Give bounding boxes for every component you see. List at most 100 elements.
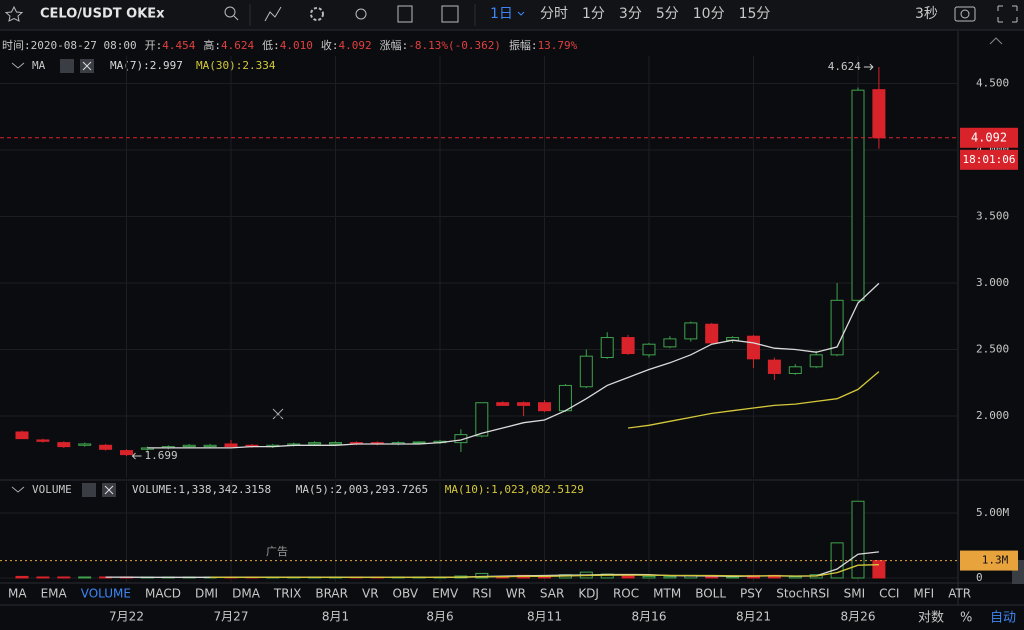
legend-entry: MA(7):2.997 bbox=[110, 59, 183, 72]
symbol[interactable]: CELO/USDT OKEx bbox=[40, 7, 165, 22]
search-icon[interactable] bbox=[224, 6, 236, 18]
crosshair-cursor bbox=[272, 408, 284, 420]
volume-bar bbox=[78, 576, 92, 579]
volume-bar bbox=[642, 575, 656, 579]
y-tick-label: 5.00M bbox=[976, 506, 1009, 519]
info-value: 2020-08-27 08:00 bbox=[31, 39, 137, 52]
search-icon-handle bbox=[233, 15, 239, 21]
ad-label: 广告 bbox=[266, 545, 288, 558]
candle-body bbox=[851, 89, 865, 301]
volume-label: 1.3M bbox=[982, 554, 1009, 567]
screenshot-icon[interactable] bbox=[441, 5, 459, 23]
indicator-tab[interactable]: EMV bbox=[432, 587, 459, 601]
info-value: 4.454 bbox=[162, 39, 195, 52]
info-label: 高: bbox=[203, 38, 221, 52]
volume-bar bbox=[15, 575, 29, 579]
indicator-tab[interactable]: DMA bbox=[232, 587, 261, 601]
settings-icon[interactable] bbox=[310, 7, 324, 21]
indicator-tab[interactable]: VOLUME bbox=[81, 587, 131, 601]
indicator-tab[interactable]: CCI bbox=[879, 587, 899, 601]
collapse-icon[interactable] bbox=[989, 37, 1003, 45]
candle-body bbox=[642, 343, 656, 356]
candle-body bbox=[224, 443, 238, 448]
interval[interactable]: 10分 bbox=[693, 6, 725, 22]
indicator-tab[interactable]: KDJ bbox=[578, 587, 599, 601]
candle-body bbox=[579, 355, 593, 388]
candle-body bbox=[538, 402, 551, 412]
save-icon[interactable] bbox=[397, 5, 413, 23]
low-label: 1.699 bbox=[145, 449, 178, 462]
candle-body bbox=[182, 444, 196, 448]
legend-settings[interactable] bbox=[60, 59, 74, 73]
indicator-tab[interactable]: MTM bbox=[653, 587, 681, 601]
x-tick-label: 8月6 bbox=[426, 610, 453, 624]
legend-title: MA bbox=[32, 59, 46, 72]
info-label: 涨幅: bbox=[380, 39, 409, 52]
indicator-tab[interactable]: DMI bbox=[195, 587, 218, 601]
candle-body bbox=[517, 402, 531, 406]
legend-settings[interactable] bbox=[82, 483, 96, 497]
interval[interactable]: 5分 bbox=[656, 6, 679, 22]
indicator-tab[interactable]: VR bbox=[362, 587, 379, 601]
refresh[interactable]: 3秒 bbox=[915, 6, 938, 22]
info-value: 4.624 bbox=[221, 39, 254, 52]
indicator-tab[interactable]: EMA bbox=[41, 587, 68, 601]
indicator-tab[interactable]: ROC bbox=[613, 587, 639, 601]
scale-control[interactable]: 对数 bbox=[918, 611, 944, 626]
camera-icon[interactable] bbox=[954, 6, 976, 22]
volume-label-box bbox=[960, 550, 1018, 571]
y-tick-label: 2.500 bbox=[976, 343, 1009, 356]
candle-body bbox=[747, 335, 760, 360]
interval[interactable]: 分时 bbox=[540, 6, 568, 22]
volume-bar bbox=[57, 576, 71, 579]
indicator-tab[interactable]: MACD bbox=[145, 587, 181, 601]
volume-bar bbox=[788, 576, 802, 579]
interval[interactable]: 3分 bbox=[619, 6, 642, 22]
legend-toggle[interactable] bbox=[11, 486, 25, 493]
candle-body bbox=[767, 359, 781, 374]
info-label: 低: bbox=[262, 39, 280, 52]
scale-control[interactable]: 自动 bbox=[990, 611, 1016, 626]
star-icon[interactable] bbox=[4, 5, 24, 22]
indicator-tab[interactable]: SMI bbox=[844, 587, 866, 601]
x-tick-label: 7月22 bbox=[109, 610, 144, 624]
interval-active[interactable]: 1日 bbox=[490, 6, 513, 22]
interval[interactable]: 15分 bbox=[739, 6, 771, 22]
indicator-tab[interactable]: BOLL bbox=[695, 587, 726, 601]
interval[interactable]: 1分 bbox=[582, 6, 605, 22]
candle-body bbox=[809, 354, 823, 368]
candle-body bbox=[99, 444, 113, 450]
candle-body bbox=[475, 402, 489, 437]
y-tick-label: 4.500 bbox=[976, 77, 1009, 90]
indicator-tab[interactable]: MFI bbox=[913, 587, 934, 601]
candle-body bbox=[329, 442, 342, 445]
indicator-tab[interactable]: OBV bbox=[393, 587, 419, 601]
legend-toggle[interactable] bbox=[11, 62, 25, 69]
indicator-tab[interactable]: MA bbox=[8, 587, 27, 601]
volume-bar bbox=[36, 576, 50, 579]
indicator-tab[interactable]: BRAR bbox=[315, 587, 348, 601]
y-tick-label: 3.000 bbox=[976, 276, 1009, 289]
indicator-tab[interactable]: RSI bbox=[472, 587, 492, 601]
info-label: 收: bbox=[321, 38, 339, 52]
indicator-tab[interactable]: SAR bbox=[540, 587, 564, 601]
indicator-tab[interactable]: StochRSI bbox=[776, 587, 829, 601]
high-label: 4.624 bbox=[828, 60, 861, 73]
close-icon bbox=[104, 485, 114, 495]
candle-body bbox=[308, 442, 322, 445]
theme-icon[interactable] bbox=[355, 8, 367, 20]
indicator-tab[interactable]: PSY bbox=[740, 587, 763, 601]
fullscreen-icon[interactable] bbox=[997, 5, 1018, 23]
volume-bar bbox=[621, 575, 635, 579]
indicator-tab[interactable]: WR bbox=[506, 587, 526, 601]
indicator-icon[interactable] bbox=[264, 6, 282, 22]
info-value: -8.13%(-0.362) bbox=[408, 39, 501, 52]
y-tick-label: 2.000 bbox=[976, 409, 1009, 422]
volume-bar bbox=[475, 572, 489, 579]
indicator-tab[interactable]: TRIX bbox=[273, 587, 301, 601]
indicator-tab[interactable]: ATR bbox=[948, 587, 971, 601]
ma-line bbox=[210, 564, 879, 578]
scale-control[interactable]: % bbox=[960, 611, 972, 626]
